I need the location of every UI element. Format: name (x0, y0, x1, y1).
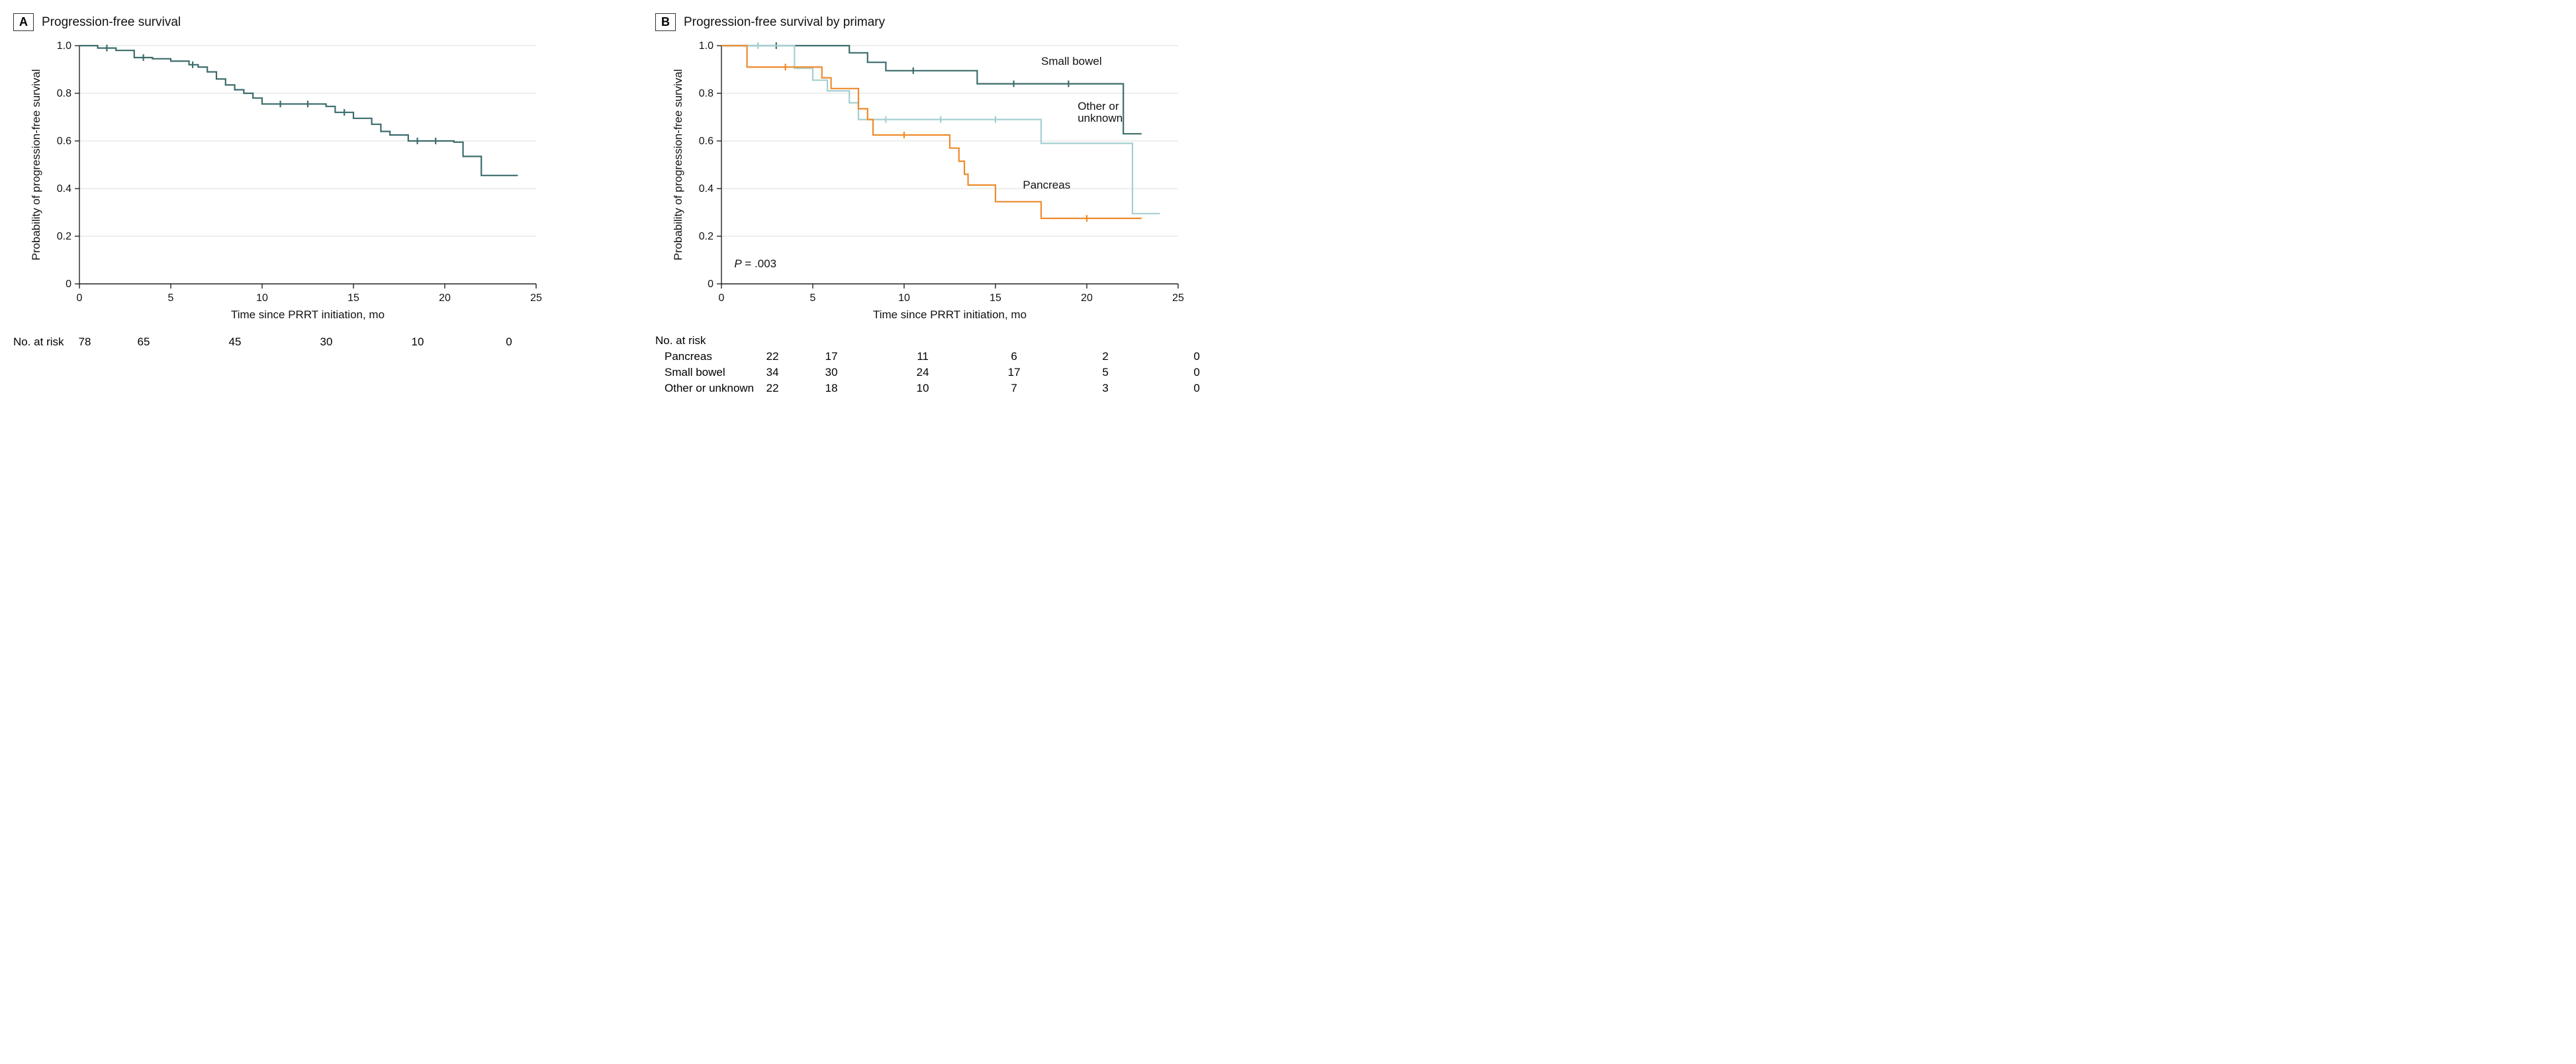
svg-text:0: 0 (719, 292, 725, 304)
risk-row-label: No. at risk (13, 334, 71, 350)
svg-text:10: 10 (898, 292, 910, 304)
km-chart-a: 0 5 10 15 20 25 0 0.2 0.4 0.6 0.8 1.0 Time since PRR… (13, 39, 556, 330)
svg-text:Pancreas: Pancreas (1023, 179, 1070, 191)
svg-text:Time since PRRT initiation, mo: Time since PRRT initiation, mo (873, 308, 1027, 321)
svg-text:Probability of progression-fre: Probability of progression-free survival (30, 69, 42, 260)
svg-text:0: 0 (66, 279, 71, 290)
risk-cell: 11 (877, 349, 968, 365)
svg-text:0.2: 0.2 (699, 231, 713, 242)
risk-cell: 17 (786, 349, 877, 365)
svg-text:unknown: unknown (1078, 112, 1123, 124)
km-chart-b: 0 5 10 15 20 25 0 0.2 0.4 0.6 0.8 1.0 Time since PRR… (655, 39, 1198, 330)
panel-b-header: B Progression-free survival by primary (655, 13, 1271, 31)
risk-cell: 7 (968, 380, 1060, 396)
risk-row-label: Small bowel (655, 365, 759, 380)
panel-b: B Progression-free survival by primary 0… (655, 13, 1271, 396)
svg-text:10: 10 (256, 292, 268, 304)
svg-text:1.0: 1.0 (57, 40, 71, 52)
svg-text:5: 5 (168, 292, 174, 304)
svg-text:0.2: 0.2 (57, 231, 71, 242)
risk-row-label: Pancreas (655, 349, 759, 365)
risk-row-label: Other or unknown (655, 380, 759, 396)
risk-table-a: No. at risk78654530100 (13, 334, 629, 350)
risk-cell: 10 (877, 380, 968, 396)
svg-text:0.4: 0.4 (57, 183, 71, 195)
risk-cell: 30 (786, 365, 877, 380)
risk-cell: 18 (786, 380, 877, 396)
svg-text:5: 5 (810, 292, 816, 304)
panel-a-header: A Progression-free survival (13, 13, 629, 31)
risk-table-header: No. at risk (655, 334, 1271, 349)
risk-cell: 0 (463, 334, 555, 350)
svg-text:Small bowel: Small bowel (1041, 55, 1102, 67)
risk-cell: 5 (1060, 365, 1151, 380)
panel-a-badge: A (13, 13, 34, 31)
risk-cell: 22 (759, 380, 786, 396)
risk-cell: 34 (759, 365, 786, 380)
svg-text:15: 15 (989, 292, 1001, 304)
risk-cell: 6 (968, 349, 1060, 365)
svg-text:0.6: 0.6 (699, 136, 713, 147)
risk-cell: 0 (1151, 380, 1242, 396)
svg-text:1.0: 1.0 (699, 40, 713, 52)
svg-text:25: 25 (530, 292, 542, 304)
figure-container: A Progression-free survival 051015202500… (13, 13, 1271, 396)
svg-text:Other or: Other or (1078, 100, 1119, 112)
svg-text:0.6: 0.6 (57, 136, 71, 147)
risk-cell: 45 (189, 334, 281, 350)
risk-cell: 10 (372, 334, 463, 350)
risk-cell: 30 (281, 334, 372, 350)
panel-a-chart: 0 5 10 15 20 25 0 0.2 0.4 0.6 0.8 1.0 Time since PRR… (13, 39, 629, 330)
risk-cell: 65 (98, 334, 189, 350)
svg-text:20: 20 (1081, 292, 1093, 304)
risk-cell: 24 (877, 365, 968, 380)
svg-text:Time since PRRT initiation, mo: Time since PRRT initiation, mo (231, 308, 385, 321)
at-risk-table: Pancreas221711620Small bowel3430241750Ot… (655, 349, 1242, 396)
risk-cell: 22 (759, 349, 786, 365)
svg-text:P = .003: P = .003 (734, 257, 776, 270)
svg-text:Probability of progression-fre: Probability of progression-free survival (672, 69, 684, 260)
at-risk-table: No. at risk78654530100 (13, 334, 555, 350)
risk-cell: 0 (1151, 349, 1242, 365)
risk-cell: 17 (968, 365, 1060, 380)
panel-b-badge: B (655, 13, 676, 31)
svg-text:0.8: 0.8 (57, 88, 71, 99)
risk-table-b: No. at riskPancreas221711620Small bowel3… (655, 334, 1271, 396)
svg-text:20: 20 (439, 292, 451, 304)
risk-cell: 78 (71, 334, 98, 350)
panel-b-chart: 0 5 10 15 20 25 0 0.2 0.4 0.6 0.8 1.0 Time since PRR… (655, 39, 1271, 330)
panel-a-title: Progression-free survival (42, 15, 181, 30)
svg-text:0.4: 0.4 (699, 183, 713, 195)
risk-cell: 2 (1060, 349, 1151, 365)
panel-a: A Progression-free survival 051015202500… (13, 13, 629, 396)
svg-text:15: 15 (347, 292, 359, 304)
svg-text:0.8: 0.8 (699, 88, 713, 99)
svg-text:25: 25 (1172, 292, 1184, 304)
risk-cell: 0 (1151, 365, 1242, 380)
panel-b-title: Progression-free survival by primary (684, 15, 885, 30)
svg-text:0: 0 (708, 279, 713, 290)
risk-cell: 3 (1060, 380, 1151, 396)
svg-text:0: 0 (77, 292, 83, 304)
